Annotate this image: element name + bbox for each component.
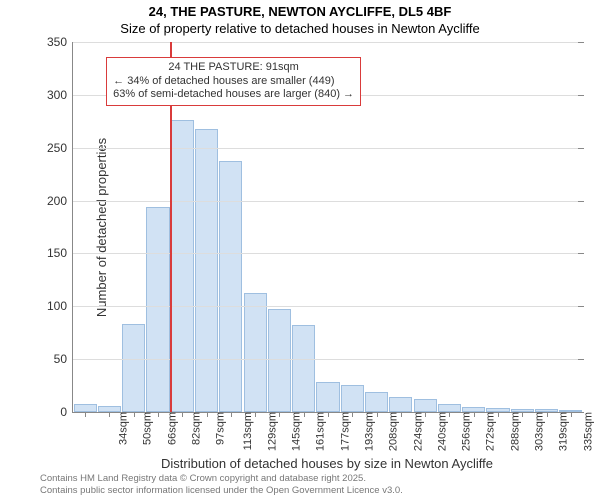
x-axis-label: Distribution of detached houses by size … — [72, 456, 582, 471]
gridline — [73, 42, 583, 43]
footer-line-1: Contains HM Land Registry data © Crown c… — [40, 473, 403, 484]
y-tick-label: 250 — [47, 141, 73, 155]
y-tick-mark — [578, 148, 584, 149]
x-tick-label: 66sqm — [162, 412, 178, 445]
x-tick-label: 82sqm — [187, 412, 203, 445]
x-tick-mark — [425, 412, 426, 417]
y-tick-mark — [578, 201, 584, 202]
bar — [146, 207, 169, 412]
x-tick-mark — [401, 412, 402, 417]
x-tick-label: 240sqm — [432, 412, 448, 451]
x-tick-mark — [474, 412, 475, 417]
x-tick-label: 335sqm — [578, 412, 594, 451]
bar — [438, 404, 461, 412]
bar — [316, 382, 339, 412]
x-tick-label: 303sqm — [530, 412, 546, 451]
y-tick-mark — [578, 42, 584, 43]
y-tick-mark — [578, 253, 584, 254]
x-tick-mark — [449, 412, 450, 417]
x-tick-mark — [134, 412, 135, 417]
annotation-line: 63% of semi-detached houses are larger (… — [113, 88, 354, 102]
title-main: 24, THE PASTURE, NEWTON AYCLIFFE, DL5 4B… — [10, 0, 590, 19]
chart-plot-area: 05010015020025030035034sqm50sqm66sqm82sq… — [72, 42, 583, 413]
x-tick-mark — [255, 412, 256, 417]
gridline — [73, 359, 583, 360]
x-tick-label: 193sqm — [360, 412, 376, 451]
x-tick-mark — [522, 412, 523, 417]
x-tick-label: 50sqm — [138, 412, 154, 445]
bar — [292, 325, 315, 412]
x-tick-label: 224sqm — [408, 412, 424, 451]
x-tick-label: 113sqm — [238, 412, 254, 450]
bar — [365, 392, 388, 412]
y-tick-mark — [578, 95, 584, 96]
bar — [268, 309, 291, 412]
x-tick-mark — [498, 412, 499, 417]
y-tick-label: 200 — [47, 194, 73, 208]
x-tick-mark — [328, 412, 329, 417]
bar — [341, 385, 364, 412]
x-tick-mark — [547, 412, 548, 417]
x-tick-label: 208sqm — [384, 412, 400, 451]
bar — [195, 129, 218, 412]
y-tick-label: 100 — [47, 299, 73, 313]
footer-line-2: Contains public sector information licen… — [40, 485, 403, 496]
x-tick-mark — [279, 412, 280, 417]
annotation-line: ← 34% of detached houses are smaller (44… — [113, 75, 354, 89]
title-sub: Size of property relative to detached ho… — [10, 19, 590, 36]
bar — [414, 399, 437, 412]
x-tick-label: 97sqm — [211, 412, 227, 445]
x-tick-mark — [207, 412, 208, 417]
annotation-line: 24 THE PASTURE: 91sqm — [113, 61, 354, 75]
gridline — [73, 148, 583, 149]
x-tick-mark — [231, 412, 232, 417]
x-tick-label: 288sqm — [505, 412, 521, 451]
x-tick-label: 272sqm — [481, 412, 497, 451]
x-tick-mark — [158, 412, 159, 417]
y-tick-label: 150 — [47, 246, 73, 260]
gridline — [73, 201, 583, 202]
x-tick-label: 319sqm — [554, 412, 570, 451]
x-tick-label: 129sqm — [262, 412, 278, 451]
bar — [74, 404, 97, 412]
gridline — [73, 306, 583, 307]
x-tick-label: 145sqm — [287, 412, 303, 451]
y-tick-label: 0 — [60, 405, 73, 419]
gridline — [73, 253, 583, 254]
y-tick-label: 350 — [47, 35, 73, 49]
x-tick-mark — [352, 412, 353, 417]
bar — [171, 120, 194, 412]
x-tick-mark — [571, 412, 572, 417]
y-tick-label: 50 — [54, 352, 73, 366]
x-tick-mark — [377, 412, 378, 417]
x-tick-mark — [85, 412, 86, 417]
bar — [122, 324, 145, 412]
bar — [389, 397, 412, 412]
footer-attribution: Contains HM Land Registry data © Crown c… — [40, 473, 403, 496]
x-tick-label: 177sqm — [335, 412, 351, 451]
y-tick-mark — [578, 359, 584, 360]
x-tick-mark — [182, 412, 183, 417]
x-tick-label: 256sqm — [457, 412, 473, 451]
x-tick-label: 161sqm — [311, 412, 327, 451]
chart-root: { "header": { "title_main": "24, THE PAS… — [0, 0, 600, 500]
x-tick-label: 34sqm — [114, 412, 130, 445]
bar — [244, 293, 267, 412]
y-tick-label: 300 — [47, 88, 73, 102]
x-tick-mark — [304, 412, 305, 417]
annotation-box: 24 THE PASTURE: 91sqm← 34% of detached h… — [106, 57, 361, 106]
y-tick-mark — [578, 306, 584, 307]
bar — [219, 161, 242, 412]
x-tick-mark — [109, 412, 110, 417]
